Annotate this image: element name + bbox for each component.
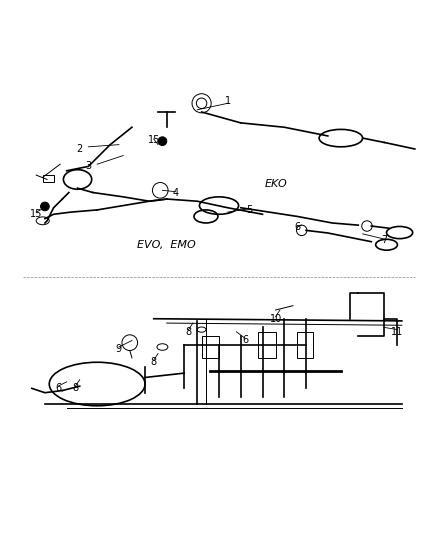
Text: EVO,  EMO: EVO, EMO [138, 240, 196, 250]
Text: 3: 3 [85, 161, 92, 172]
Text: 11: 11 [391, 327, 403, 337]
Text: 7: 7 [381, 236, 388, 245]
Bar [297, 332, 313, 358]
Text: 6: 6 [242, 335, 248, 345]
Text: 8: 8 [185, 327, 191, 337]
Text: EKO: EKO [264, 179, 287, 189]
Text: 5: 5 [246, 205, 253, 215]
Text: 1: 1 [225, 96, 231, 106]
Circle shape [158, 137, 167, 146]
Bar [43, 175, 53, 182]
Bar [258, 332, 276, 358]
Text: 15: 15 [30, 209, 42, 219]
Text: 8: 8 [72, 383, 78, 393]
Text: 6: 6 [294, 222, 300, 232]
Text: 4: 4 [173, 188, 179, 198]
Text: 9: 9 [116, 344, 122, 354]
Text: 10: 10 [269, 314, 282, 324]
Text: 8: 8 [151, 357, 157, 367]
Text: 15: 15 [148, 135, 160, 146]
Text: 2: 2 [77, 144, 83, 154]
Text: 6: 6 [55, 383, 61, 393]
Circle shape [41, 202, 49, 211]
Bar [201, 336, 219, 358]
